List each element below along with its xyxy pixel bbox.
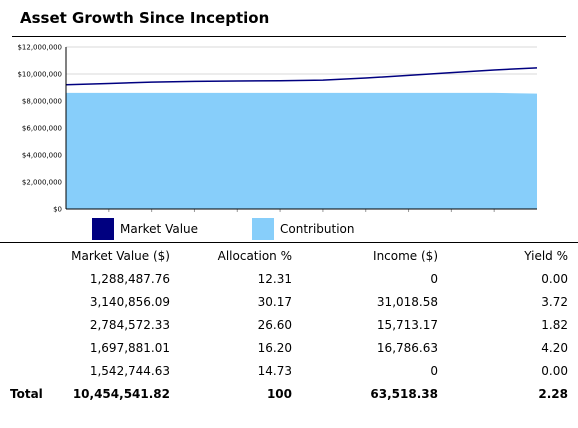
asset-growth-chart: $0 $2,000,000 $4,000,000 $6,000,000 $8,000,0… [17,44,538,214]
legend-item-market-value: Market Value [92,216,198,242]
table-row: 3,140,856.09 30.17 31,018.58 3.72 [0,290,568,313]
y-tick-label: $6,000,000 [22,125,62,133]
income-cell: 16,786.63 [376,340,438,355]
allocation-cell: 16.20 [257,340,292,355]
y-tick-label: $12,000,000 [17,44,62,52]
market-value-cell: 1,542,744.63 [89,363,170,378]
table-row: 2,784,572.33 26.60 15,713.17 1.82 [0,313,568,336]
legend-swatch-contribution [252,218,274,240]
contribution-area [66,92,537,209]
yield-cell: 0.00 [541,271,568,286]
yield-cell: 1.82 [541,317,568,332]
yield-cell: 3.72 [541,294,568,309]
total-label: Total [10,386,43,401]
legend-swatch-market-value [92,218,114,240]
y-tick-label: $8,000,000 [22,98,62,106]
legend-label-contribution: Contribution [280,222,355,236]
total-market-value: 10,454,541.82 [72,386,170,401]
total-yield: 2.28 [538,386,568,401]
table-row: 1,288,487.76 12.31 0 0.00 [0,267,568,290]
table-row: 1,697,881.01 16.20 16,786.63 4.20 [0,336,568,359]
income-cell: 15,713.17 [376,317,438,332]
row-label [0,290,70,313]
table-row: 1,542,744.63 14.73 0 0.00 [0,359,568,382]
yield-cell: 0.00 [541,363,568,378]
y-tick-label: $4,000,000 [22,152,62,160]
chart-title: Asset Growth Since Inception [20,9,270,27]
income-cell: 31,018.58 [376,294,438,309]
column-header-allocation: Allocation % [217,249,292,263]
holdings-table: Market Value ($) Allocation % Income ($)… [0,245,568,405]
allocation-cell: 12.31 [257,271,292,286]
legend-label-market-value: Market Value [120,222,199,236]
market-value-line [65,67,538,86]
allocation-cell: 26.60 [257,317,292,332]
column-header-income: Income ($) [373,249,438,263]
row-label [0,267,70,290]
market-value-cell: 1,288,487.76 [89,271,170,286]
y-tick-label: $0 [53,206,62,214]
table-divider [0,242,578,243]
allocation-cell: 30.17 [257,294,292,309]
total-income: 63,518.38 [370,386,438,401]
y-tick-label: $10,000,000 [17,71,62,79]
row-label [0,313,70,336]
table-header-row: Market Value ($) Allocation % Income ($)… [0,245,568,267]
legend-item-contribution: Contribution [252,216,355,242]
title-divider [12,36,566,37]
row-label [0,359,70,382]
income-cell: 0 [430,271,438,286]
total-allocation: 100 [266,386,292,401]
yield-cell: 4.20 [541,340,568,355]
column-header-yield: Yield % [524,249,568,263]
column-header-market-value: Market Value ($) [71,249,170,263]
allocation-cell: 14.73 [257,363,292,378]
market-value-cell: 3,140,856.09 [89,294,170,309]
row-label [0,336,70,359]
table-total-row: Total 10,454,541.82 100 63,518.38 2.28 [0,382,568,405]
market-value-cell: 1,697,881.01 [89,340,170,355]
column-header-label [0,245,70,267]
market-value-cell: 2,784,572.33 [89,317,170,332]
y-tick-label: $2,000,000 [22,179,62,187]
income-cell: 0 [430,363,438,378]
